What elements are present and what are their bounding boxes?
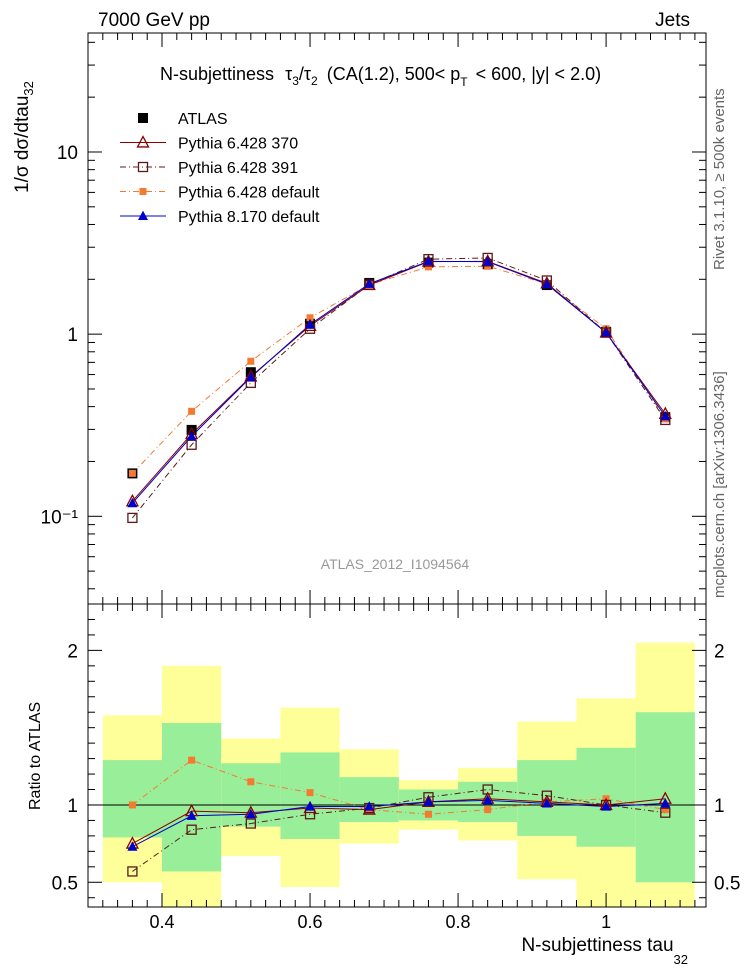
ratio-data-point [661,806,669,814]
series-data-point [541,278,552,289]
mcplots-label: mcplots.cern.ch [arXiv:1306.3436] [711,371,728,598]
y-tick-label: 10⁻¹ [41,507,79,528]
y-axis-label: 1/σ dσ/dtau32 [12,81,36,193]
legend-marker [138,113,148,123]
ratio-data-point [660,807,671,818]
x-tick-label: 0.4 [149,912,174,932]
legend-label: Pythia 6.428 default [178,185,320,202]
ratio-data-point [660,798,671,808]
legend-marker [138,210,148,221]
ratio-data-point [127,866,138,877]
series-data-point [247,357,255,365]
ratio-data-point [601,801,612,811]
ratio-data-point [186,810,197,820]
ratio-data-point [127,841,138,851]
ratio-data-point [188,756,196,764]
legend-entry: Pythia 8.170 default [120,209,320,226]
legend-label: Pythia 6.428 391 [178,160,298,177]
legend: ATLAS Pythia 6.428 370 Pythia 6.428 391 Pyt… [120,111,320,226]
series-data-point [421,254,436,267]
series-data-point [127,512,138,524]
legend-marker [137,161,149,173]
ratio-uncertainty-bands [102,642,695,907]
category-label: Jets [655,10,690,31]
ratio-data-point [128,801,136,809]
legend-entry: ATLAS [138,111,228,128]
axes-frame: 0.4 0.6 0.8 1 10⁻¹ 1 10 0.5 0.5 1 1 2 2 [41,32,740,932]
series-line [132,260,666,504]
series-data-point [186,430,197,441]
legend-entry: Pythia 6.428 391 [120,160,298,177]
green-band-bin [339,777,399,822]
energy-label: 7000 GeV pp [98,10,210,31]
ratio-series-line [132,798,666,845]
legend-label: Pythia 6.428 370 [178,136,298,153]
y-tick-label: 10 [57,143,78,164]
series-data-point [128,469,136,477]
ratio-y-tick-label: 0.5 [52,873,78,894]
ratio-data-point [245,808,256,819]
ratio-series-line [132,789,666,872]
ratio-y-axis-label: Ratio to ATLAS [27,702,44,810]
ratio-y-tick-label-right: 1 [714,796,725,817]
legend-entry: Pythia 6.428 default [120,185,320,202]
legend-label: Pythia 8.170 default [178,209,320,226]
ratio-y-tick-label: 2 [67,641,78,662]
series-line [132,257,666,519]
x-axis-label: N-subjettiness tau32 [521,935,688,967]
plot-title: N-subjettiness τ3/τ2 (CA(1.2), 500< pT <… [160,64,601,90]
series-data-point [423,255,434,266]
x-tick-label: 0.6 [298,912,323,932]
ratio-data-point [186,824,197,835]
ratio-data-point [541,798,552,808]
ratio-data-point [245,818,256,829]
series-data-point [188,407,196,415]
series-data-point [482,256,493,266]
legend-entry: Pythia 6.428 370 [120,135,298,153]
x-tick-label: 0.8 [446,912,471,932]
series-data-point [364,278,375,288]
series-data-point [601,327,612,337]
ratio-y-tick-label-right: 2 [714,641,725,662]
ratio-y-tick-label-right: 0.5 [714,873,740,894]
ratio-data-point [306,789,314,797]
series-data-point [306,314,314,322]
x-tick-label: 1 [601,912,611,932]
legend-label: ATLAS [178,111,228,128]
analysis-label: ATLAS_2012_I1094564 [321,556,470,572]
ratio-y-tick-label: 1 [67,796,78,817]
ratio-series-line [132,759,666,815]
series-data-point [424,263,432,271]
series-data-point [127,497,138,508]
y-tick-label: 1 [67,325,78,346]
ratio-plot-frame [87,603,707,908]
ratio-data-point [423,796,434,806]
series-data-point [660,410,671,421]
green-band-bin [102,760,163,838]
green-band-bin [517,760,577,836]
series-line [132,260,666,502]
ratio-series-line [132,799,666,848]
series-data-point [245,371,256,382]
ratio-data-point [421,794,436,807]
series-layer [125,252,672,877]
ratio-data-point [364,801,375,811]
atlas-data-point [186,424,197,435]
green-band-bin [162,723,222,872]
legend-marker [136,135,150,148]
series-data-point [599,325,613,338]
ratio-data-point [482,794,493,805]
rivet-label: Rivet 3.1.10, ≥ 500k events [711,88,728,270]
ratio-data-point [484,806,492,814]
series-data-point [481,254,495,267]
ratio-data-point [305,801,316,811]
green-band-bin [635,712,695,883]
series-data-point [305,319,316,329]
legend-marker [139,188,147,195]
ratio-data-point [247,778,255,786]
series-line [132,265,666,474]
ratio-data-point [424,810,432,818]
